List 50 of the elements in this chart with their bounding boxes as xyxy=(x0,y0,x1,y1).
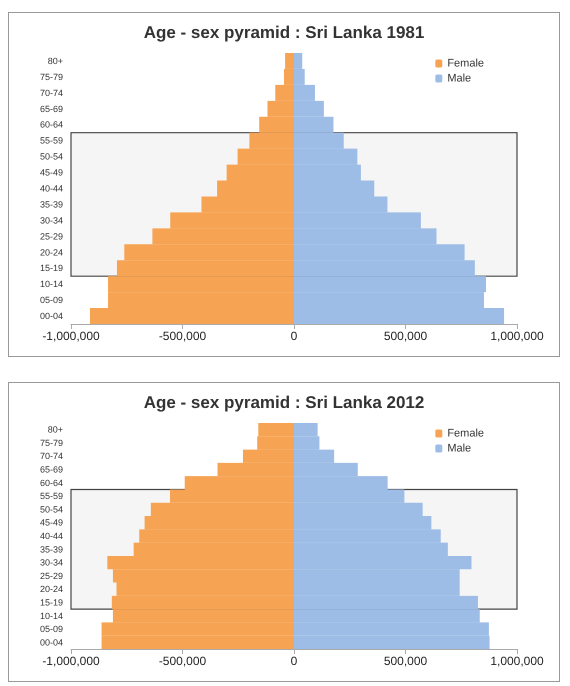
chart-title: Age - sex pyramid : Sri Lanka 2012 xyxy=(144,393,424,412)
x-tick-label: 0 xyxy=(290,654,298,668)
y-tick-label: 10-14 xyxy=(40,279,63,290)
x-tick-label: 0 xyxy=(290,329,298,343)
x-tick-label: 500,000 xyxy=(384,329,428,343)
y-tick-label: 45-49 xyxy=(40,168,63,178)
legend-label: Male xyxy=(447,442,472,454)
y-tick-label: 70-74 xyxy=(40,451,63,462)
x-tick-label: -1,000,000 xyxy=(42,329,100,343)
y-tick-label: 75-79 xyxy=(40,72,63,82)
x-tick-label: -1,000,000 xyxy=(42,654,100,668)
y-tick-label: 35-39 xyxy=(40,199,63,210)
y-tick-label: 25-29 xyxy=(40,231,63,242)
y-tick-label: 65-69 xyxy=(40,104,63,114)
y-tick-label: 35-39 xyxy=(40,544,63,554)
y-tick-label: 15-19 xyxy=(40,597,63,608)
y-tick-label: 55-59 xyxy=(40,136,63,146)
y-tick-label: 00-04 xyxy=(40,311,63,322)
legend-label: Female xyxy=(447,58,484,70)
y-tick-label: 80+ xyxy=(48,56,63,66)
y-tick-label: 60-64 xyxy=(40,120,63,130)
y-tick-label: 60-64 xyxy=(40,478,63,488)
y-tick-label: 65-69 xyxy=(40,464,63,475)
chart-title: Age - sex pyramid : Sri Lanka 1981 xyxy=(144,23,424,42)
y-tick-label: 80+ xyxy=(48,424,63,435)
x-tick-label: -500,000 xyxy=(158,329,207,343)
legend-label: Male xyxy=(447,72,472,84)
y-tick-label: 20-24 xyxy=(40,247,63,258)
y-tick-label: 30-34 xyxy=(40,558,63,568)
y-tick-label: 25-29 xyxy=(40,570,63,581)
legend-label: Female xyxy=(447,428,484,440)
y-tick-label: 70-74 xyxy=(40,88,63,98)
y-tick-label: 45-49 xyxy=(40,518,63,528)
x-tick-label: -500,000 xyxy=(158,654,207,668)
y-tick-label: 15-19 xyxy=(40,263,63,274)
y-tick-label: 00-04 xyxy=(40,637,63,648)
x-tick-label: 1,000,000 xyxy=(490,654,544,668)
y-tick-label: 40-44 xyxy=(40,531,63,541)
y-tick-label: 50-54 xyxy=(40,152,63,162)
y-tick-label: 20-24 xyxy=(40,584,63,594)
y-tick-label: 55-59 xyxy=(40,491,63,502)
y-tick-label: 50-54 xyxy=(40,504,63,514)
x-tick-label: 1,000,000 xyxy=(490,329,544,343)
y-tick-label: 05-09 xyxy=(40,624,63,634)
y-tick-label: 05-09 xyxy=(40,295,63,306)
y-tick-label: 75-79 xyxy=(40,438,63,448)
y-tick-label: 40-44 xyxy=(40,184,63,194)
x-tick-label: 500,000 xyxy=(384,654,428,668)
y-tick-label: 30-34 xyxy=(40,215,63,226)
y-tick-label: 10-14 xyxy=(40,610,63,621)
